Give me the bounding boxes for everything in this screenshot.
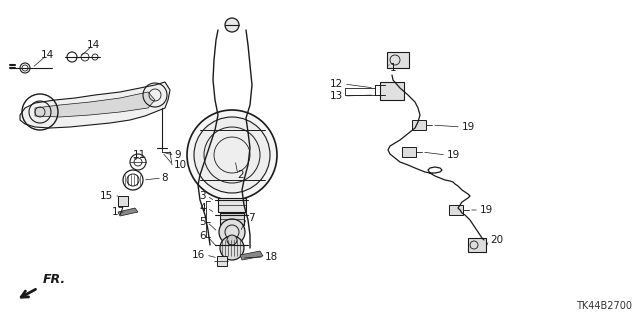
Bar [412,120,426,130]
Text: 9: 9 [174,150,180,160]
Text: 11: 11 [133,150,147,160]
Circle shape [225,18,239,32]
Text: 20: 20 [490,235,503,245]
Text: TK44B2700: TK44B2700 [576,301,632,311]
Bar [118,196,128,206]
Text: 3: 3 [200,191,206,201]
Bar [449,205,463,215]
Bar [402,147,416,157]
Circle shape [219,219,245,245]
Text: 18: 18 [265,252,278,262]
Text: 5: 5 [200,217,206,227]
Polygon shape [20,82,170,128]
Text: 19: 19 [447,150,460,160]
Text: 4: 4 [200,203,206,213]
Text: 7: 7 [248,213,255,223]
Polygon shape [118,208,138,216]
Text: 16: 16 [192,250,205,260]
Bar [468,238,486,252]
Text: 13: 13 [330,91,343,101]
Polygon shape [35,92,155,117]
Text: 6: 6 [200,231,206,241]
Circle shape [220,236,244,260]
Bar [380,82,404,100]
Text: 12: 12 [330,79,343,89]
Text: 8: 8 [161,173,168,183]
Text: 14: 14 [40,50,54,60]
Text: 2: 2 [237,170,244,180]
Text: 17: 17 [112,207,125,217]
Text: 19: 19 [462,122,476,132]
Polygon shape [240,251,263,260]
Bar [218,198,246,212]
Text: 14: 14 [86,40,100,50]
Circle shape [194,117,270,193]
Bar [217,256,227,266]
Text: 10: 10 [174,160,187,170]
Text: 15: 15 [100,191,113,201]
Circle shape [227,235,237,245]
Text: 19: 19 [480,205,493,215]
Text: FR.: FR. [43,273,66,286]
Bar [387,52,409,68]
Bar [220,213,244,225]
Circle shape [187,110,277,200]
Text: 1: 1 [390,63,397,73]
